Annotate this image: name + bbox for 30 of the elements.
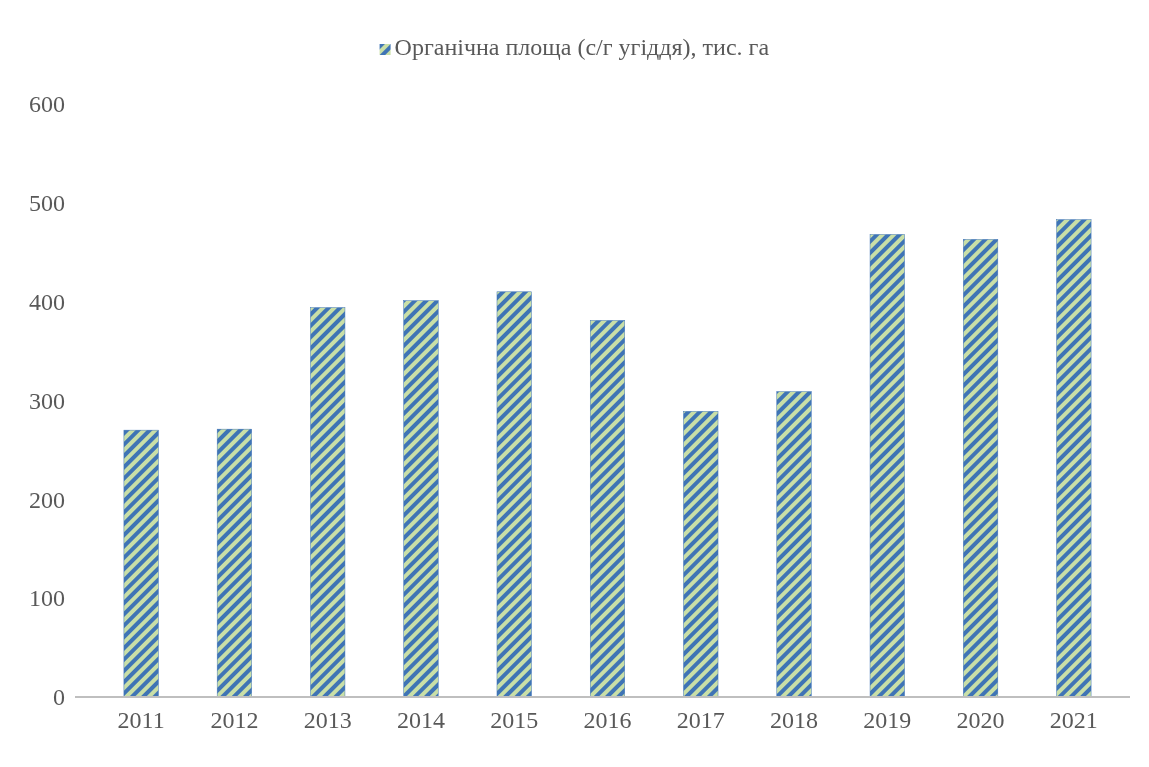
y-tick-label: 500 bbox=[29, 190, 65, 217]
bar bbox=[776, 391, 812, 698]
bar bbox=[869, 234, 905, 698]
bar bbox=[123, 429, 159, 698]
bar bbox=[683, 411, 719, 698]
bar bbox=[216, 428, 252, 698]
bar bbox=[310, 307, 346, 698]
x-tick-label: 2014 bbox=[396, 707, 445, 734]
x-tick-label: 2015 bbox=[490, 707, 539, 734]
x-tick-label: 2016 bbox=[583, 707, 632, 734]
y-tick-label: 600 bbox=[29, 91, 65, 118]
x-tick-label: 2019 bbox=[863, 707, 912, 734]
bar bbox=[1056, 219, 1092, 698]
x-tick-label: 2018 bbox=[770, 707, 819, 734]
bar bbox=[963, 239, 999, 698]
bar bbox=[403, 300, 439, 698]
y-tick-label: 100 bbox=[29, 585, 65, 612]
x-tick-label: 2013 bbox=[303, 707, 352, 734]
y-tick-label: 300 bbox=[29, 387, 65, 414]
x-tick-label: 2011 bbox=[117, 707, 165, 734]
bar bbox=[590, 320, 625, 698]
y-tick-label: 400 bbox=[29, 288, 65, 315]
legend-label: Органічна площа (с/г угіддя), тис. га bbox=[394, 34, 770, 60]
y-tick-label: 200 bbox=[29, 486, 65, 513]
bar bbox=[496, 291, 532, 698]
x-tick-label: 2017 bbox=[676, 707, 725, 734]
x-tick-label: 2012 bbox=[210, 707, 259, 734]
x-tick-label: 2021 bbox=[1049, 707, 1098, 734]
y-tick-label: 0 bbox=[53, 684, 65, 711]
x-tick-label: 2020 bbox=[956, 707, 1005, 734]
